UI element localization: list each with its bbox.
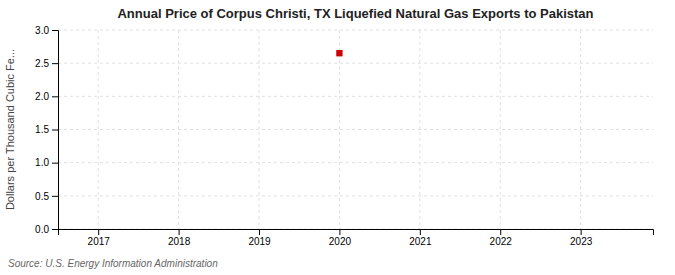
plot-area: 2017 2018 2019 2020 2021 2022 2023 0.0 0.5 1.0 1.5…: [35, 25, 653, 247]
title: Annual Price of Corpus Christi, TX Lique…: [117, 6, 593, 21]
y-tick: 3.0: [35, 25, 58, 36]
x-tick: 2023: [570, 229, 593, 247]
grid-line: [339, 30, 340, 229]
x-tick-label: 2019: [248, 236, 271, 247]
y-tick-mark: [52, 130, 58, 131]
x-tick: 2017: [88, 229, 111, 247]
grid-line: [58, 162, 653, 163]
x-tick-label: 2018: [168, 236, 191, 247]
y-tick: 1.0: [35, 157, 58, 168]
x-tick: 2018: [168, 229, 191, 247]
x-tick: 2021: [409, 229, 432, 247]
x-axis: 2017 2018 2019 2020 2021 2022 2023: [59, 229, 654, 247]
grid-line: [500, 30, 501, 229]
annotation: Source: U.S. Energy Information Administ…: [8, 258, 218, 269]
x-tick-mark: [98, 229, 99, 235]
y-tick-mark: [52, 196, 58, 197]
x-tick-label: 2022: [490, 236, 513, 247]
y-tick-mark: [52, 30, 58, 31]
y-tick: 1.5: [35, 124, 58, 135]
x-tick: 2022: [490, 229, 513, 247]
y-axis-title: Dollars per Thousand Cubic Fe...: [4, 49, 16, 210]
x-tick-mark: [420, 229, 421, 235]
grid-line: [58, 129, 653, 130]
chart: 2017 2018 2019 2020 2021 2022 2023 0.0 0.5 1.0 1.5…: [0, 0, 675, 275]
grid-line: [98, 30, 99, 229]
y-axis: 0.0 0.5 1.0 1.5 2.0 2.5 3.0: [35, 25, 58, 235]
grid-line: [58, 195, 653, 196]
x-tick-mark: [339, 229, 340, 235]
y-tick-label: 1.5: [35, 124, 49, 135]
y-tick: 2.5: [35, 58, 58, 69]
y-tick-mark: [52, 63, 58, 64]
y-tick: 0.5: [35, 191, 58, 202]
grid: [58, 30, 653, 229]
x-tick-label: 2017: [88, 236, 111, 247]
y-tick-mark: [52, 96, 58, 97]
y-tick-label: 2.0: [35, 91, 49, 102]
points: [336, 50, 342, 56]
x-tick: 2020: [329, 229, 352, 247]
y-tick-label: 0.0: [35, 224, 49, 235]
y-tick-label: 0.5: [35, 191, 49, 202]
y-tick-label: 1.0: [35, 157, 49, 168]
grid-line: [178, 30, 179, 229]
y-tick-label: 2.5: [35, 58, 49, 69]
x-tick-mark: [500, 229, 501, 235]
y-tick: 0.0: [35, 224, 58, 235]
x-tick: 2019: [248, 229, 271, 247]
x-tick-mark: [581, 229, 582, 235]
y-tick-mark: [52, 163, 58, 164]
grid-line: [58, 30, 653, 31]
point: [336, 50, 342, 56]
x-tick-mark: [179, 229, 180, 235]
grid-line: [58, 96, 653, 97]
grid-line: [58, 63, 653, 64]
grid-line: [580, 30, 581, 229]
x-tick-label: 2023: [570, 236, 593, 247]
x-axis-line: [59, 230, 654, 236]
grid-line: [259, 30, 260, 229]
x-tick-label: 2021: [409, 236, 432, 247]
y-tick-label: 3.0: [35, 25, 49, 36]
x-tick-label: 2020: [329, 236, 352, 247]
y-tick: 2.0: [35, 91, 58, 102]
y-axis-line: [52, 31, 59, 230]
y-tick-mark: [52, 229, 58, 230]
x-tick-mark: [259, 229, 260, 235]
grid-line: [419, 30, 420, 229]
